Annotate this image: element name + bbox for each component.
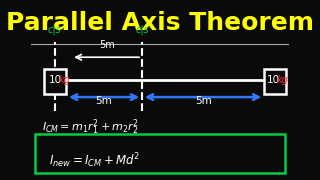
Text: c|s: c|s bbox=[48, 24, 61, 35]
Text: 5m: 5m bbox=[195, 96, 212, 106]
Text: kg: kg bbox=[58, 75, 70, 85]
Text: 10: 10 bbox=[267, 75, 280, 85]
Text: $I_{CM} = m_1r_1^2 + m_2r_2^2$: $I_{CM} = m_1r_1^2 + m_2r_2^2$ bbox=[42, 117, 139, 137]
Text: $I_{new} = I_{CM} + Md^2$: $I_{new} = I_{CM} + Md^2$ bbox=[49, 152, 141, 170]
Text: 5m: 5m bbox=[96, 96, 112, 106]
Text: Parallel Axis Theorem: Parallel Axis Theorem bbox=[6, 11, 314, 35]
Text: 5m: 5m bbox=[99, 40, 115, 50]
Text: kg: kg bbox=[276, 75, 288, 85]
FancyBboxPatch shape bbox=[44, 69, 66, 94]
Text: c|s: c|s bbox=[135, 24, 149, 35]
FancyBboxPatch shape bbox=[264, 69, 286, 94]
Text: 10: 10 bbox=[49, 75, 62, 85]
